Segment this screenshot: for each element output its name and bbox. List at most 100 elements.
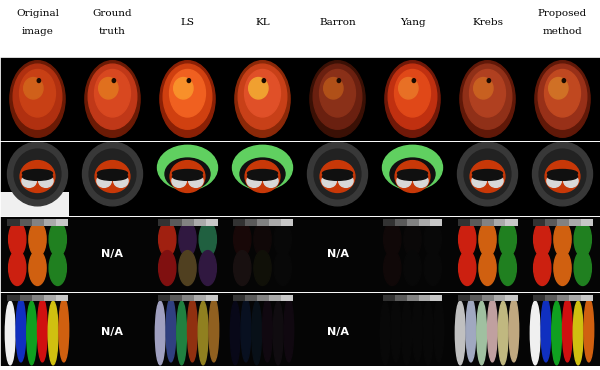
Ellipse shape <box>274 250 292 286</box>
Bar <box>533 219 545 226</box>
Bar <box>0 141 600 216</box>
Ellipse shape <box>388 64 437 129</box>
Bar <box>182 219 193 226</box>
Ellipse shape <box>380 301 390 365</box>
Bar <box>19 219 32 226</box>
Bar <box>407 219 419 226</box>
Bar <box>470 219 482 226</box>
Ellipse shape <box>530 301 540 365</box>
Bar <box>430 219 442 226</box>
Bar <box>557 219 569 226</box>
Bar <box>19 295 32 301</box>
Ellipse shape <box>489 175 503 187</box>
Ellipse shape <box>314 149 361 199</box>
Ellipse shape <box>554 250 571 286</box>
Ellipse shape <box>179 222 196 257</box>
Ellipse shape <box>548 173 577 180</box>
Ellipse shape <box>235 61 290 137</box>
Bar <box>0 57 600 141</box>
Ellipse shape <box>8 222 26 257</box>
Ellipse shape <box>324 78 343 99</box>
Bar <box>7 295 19 301</box>
Bar <box>170 295 182 301</box>
Ellipse shape <box>199 250 217 286</box>
Bar <box>245 219 257 226</box>
Ellipse shape <box>337 79 341 83</box>
Ellipse shape <box>479 222 496 257</box>
Ellipse shape <box>398 173 427 180</box>
Ellipse shape <box>88 64 137 129</box>
Ellipse shape <box>240 158 285 190</box>
Bar <box>257 295 269 301</box>
Bar <box>493 219 505 226</box>
Ellipse shape <box>5 301 15 365</box>
Ellipse shape <box>37 79 41 83</box>
Bar <box>458 219 470 226</box>
Ellipse shape <box>27 301 37 365</box>
Ellipse shape <box>252 301 262 365</box>
Text: image: image <box>22 27 53 36</box>
Ellipse shape <box>284 298 294 362</box>
Ellipse shape <box>423 301 433 365</box>
Ellipse shape <box>472 175 486 187</box>
Ellipse shape <box>158 250 176 286</box>
Bar <box>470 295 482 301</box>
Ellipse shape <box>323 173 353 180</box>
Ellipse shape <box>170 161 205 192</box>
Ellipse shape <box>323 169 353 177</box>
Ellipse shape <box>458 142 517 206</box>
Ellipse shape <box>254 222 271 257</box>
Ellipse shape <box>424 222 442 257</box>
Ellipse shape <box>308 142 367 206</box>
Ellipse shape <box>114 175 128 187</box>
Ellipse shape <box>466 298 476 362</box>
Text: Yang: Yang <box>400 18 425 27</box>
Ellipse shape <box>48 301 58 365</box>
Ellipse shape <box>166 298 176 362</box>
Ellipse shape <box>230 301 240 365</box>
Ellipse shape <box>564 175 578 187</box>
Ellipse shape <box>488 298 497 362</box>
Text: Krebs: Krebs <box>472 18 503 27</box>
Bar <box>157 219 170 226</box>
Text: Proposed: Proposed <box>538 9 587 18</box>
Ellipse shape <box>458 222 476 257</box>
Bar <box>206 295 218 301</box>
Ellipse shape <box>563 298 572 362</box>
Ellipse shape <box>473 173 503 180</box>
Ellipse shape <box>198 301 208 365</box>
Ellipse shape <box>391 298 401 362</box>
Ellipse shape <box>545 161 580 192</box>
Bar <box>32 295 44 301</box>
Ellipse shape <box>16 298 26 362</box>
Ellipse shape <box>320 70 355 117</box>
Ellipse shape <box>313 64 362 129</box>
Ellipse shape <box>187 79 191 83</box>
Bar <box>430 295 442 301</box>
Bar <box>569 295 581 301</box>
Bar <box>395 295 407 301</box>
Ellipse shape <box>262 79 266 83</box>
Bar <box>419 219 431 226</box>
Text: N/A: N/A <box>326 326 349 337</box>
Bar <box>458 295 470 301</box>
Ellipse shape <box>573 301 583 365</box>
Bar <box>533 295 545 301</box>
Ellipse shape <box>8 250 26 286</box>
Bar <box>0 292 600 366</box>
Ellipse shape <box>412 79 416 83</box>
Bar <box>383 219 395 226</box>
Ellipse shape <box>23 169 53 177</box>
Ellipse shape <box>402 301 412 365</box>
Text: N/A: N/A <box>326 249 349 259</box>
Bar <box>407 295 419 301</box>
Ellipse shape <box>158 222 176 257</box>
Ellipse shape <box>163 64 212 129</box>
Ellipse shape <box>498 301 508 365</box>
Ellipse shape <box>49 250 67 286</box>
Ellipse shape <box>165 158 210 190</box>
Bar <box>0 192 69 216</box>
Ellipse shape <box>404 222 421 257</box>
Ellipse shape <box>157 145 218 190</box>
Ellipse shape <box>97 173 128 180</box>
